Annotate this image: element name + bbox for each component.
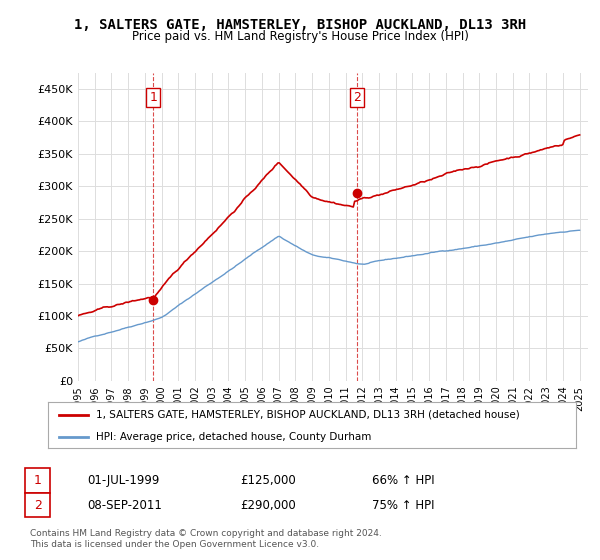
- Text: 2: 2: [34, 498, 42, 512]
- Text: 2: 2: [353, 91, 361, 104]
- FancyBboxPatch shape: [25, 493, 50, 517]
- Text: 1, SALTERS GATE, HAMSTERLEY, BISHOP AUCKLAND, DL13 3RH: 1, SALTERS GATE, HAMSTERLEY, BISHOP AUCK…: [74, 18, 526, 32]
- Text: 1: 1: [149, 91, 157, 104]
- Text: 1: 1: [34, 474, 42, 487]
- Text: 66% ↑ HPI: 66% ↑ HPI: [372, 474, 434, 487]
- Text: 75% ↑ HPI: 75% ↑ HPI: [372, 498, 434, 512]
- Text: 08-SEP-2011: 08-SEP-2011: [87, 498, 162, 512]
- Text: £290,000: £290,000: [240, 498, 296, 512]
- Text: Contains HM Land Registry data © Crown copyright and database right 2024.
This d: Contains HM Land Registry data © Crown c…: [30, 529, 382, 549]
- Text: 1, SALTERS GATE, HAMSTERLEY, BISHOP AUCKLAND, DL13 3RH (detached house): 1, SALTERS GATE, HAMSTERLEY, BISHOP AUCK…: [95, 410, 519, 420]
- Text: HPI: Average price, detached house, County Durham: HPI: Average price, detached house, Coun…: [95, 432, 371, 441]
- Text: Price paid vs. HM Land Registry's House Price Index (HPI): Price paid vs. HM Land Registry's House …: [131, 30, 469, 43]
- Text: £125,000: £125,000: [240, 474, 296, 487]
- FancyBboxPatch shape: [25, 468, 50, 493]
- Text: 01-JUL-1999: 01-JUL-1999: [87, 474, 160, 487]
